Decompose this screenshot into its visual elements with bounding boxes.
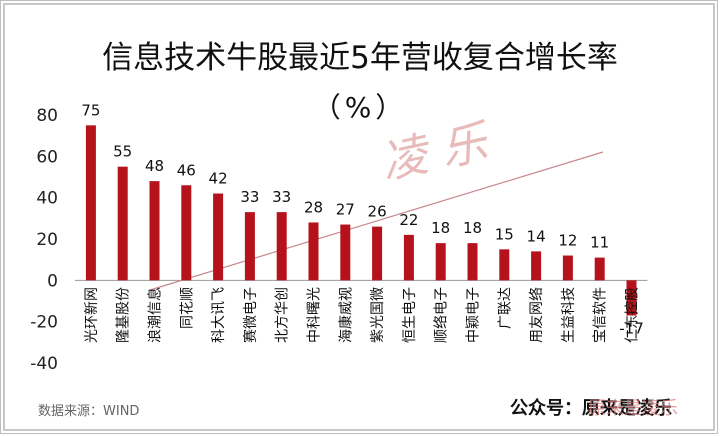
data-label: 26 [368, 203, 387, 221]
bar [372, 226, 383, 281]
data-label: 55 [113, 143, 132, 161]
data-label: 75 [81, 101, 100, 119]
data-label: 48 [145, 157, 164, 175]
data-label: 46 [177, 161, 196, 179]
bar [531, 251, 542, 281]
data-label: -17 [619, 319, 644, 337]
bar [308, 222, 319, 281]
category-label: 隆基股份 [115, 287, 132, 343]
y-tick-label: 40 [36, 189, 58, 209]
category-label: 浪潮信息 [147, 287, 164, 343]
bar [276, 212, 287, 281]
data-label: 28 [304, 198, 323, 216]
data-label: 42 [209, 170, 228, 188]
bar [403, 234, 414, 281]
bar [117, 166, 128, 281]
data-source: 数据来源：WIND [38, 404, 140, 419]
data-label: 27 [336, 201, 355, 219]
data-label: 12 [558, 232, 577, 250]
bar [499, 249, 510, 281]
bar [213, 193, 224, 281]
category-label: 光环新网 [84, 287, 100, 343]
category-label: 赛微电子 [243, 287, 259, 343]
data-label: 15 [495, 225, 514, 243]
y-tick-label: 0 [47, 271, 58, 291]
chart-subtitle: （%） [312, 91, 408, 124]
account-label: 公众号：原来是凌乐 [510, 398, 672, 419]
category-label: 用友网络 [529, 287, 545, 343]
bar [244, 212, 255, 281]
category-label: 同花顺 [179, 287, 195, 329]
category-label: 仁东控股 [625, 287, 641, 343]
category-label: 海康威视 [337, 287, 354, 343]
category-label: 科大讯飞 [211, 287, 227, 343]
bar [594, 257, 605, 281]
bar [340, 224, 351, 281]
data-label: 33 [272, 188, 291, 206]
y-tick-label: -20 [30, 313, 58, 333]
bar [626, 280, 637, 316]
trend-line [149, 151, 604, 291]
category-label: 北方华创 [275, 287, 291, 343]
y-tick-label: 60 [36, 147, 58, 167]
category-label: 中科曙光 [307, 287, 323, 343]
y-tick-label: -40 [30, 354, 58, 374]
inner-frame [3, 3, 715, 431]
bar [435, 243, 446, 281]
data-label: 11 [590, 234, 609, 252]
bar [562, 255, 573, 281]
category-label: 宝信软件 [593, 287, 609, 343]
chart-title: 信息技术牛股最近5年营收复合增长率 [102, 40, 618, 76]
bar [149, 181, 160, 281]
category-label: 顺络电子 [434, 287, 450, 343]
data-label: 18 [431, 219, 450, 237]
data-label: 18 [463, 219, 482, 237]
data-label: 14 [527, 227, 546, 245]
category-label: 中颖电子 [466, 287, 482, 343]
category-label: 恒生电子 [402, 287, 418, 343]
y-tick-label: 20 [36, 230, 58, 250]
bar [181, 185, 192, 281]
bar [467, 243, 478, 281]
category-label: 广联达 [497, 287, 513, 329]
data-label: 33 [240, 188, 259, 206]
corner-watermark: 原来是凌乐 [588, 398, 678, 419]
category-label: 生益科技 [561, 287, 577, 343]
category-label: 紫光国微 [370, 287, 386, 343]
bar [85, 125, 96, 281]
data-label: 22 [399, 211, 418, 229]
y-tick-label: 80 [36, 106, 58, 126]
